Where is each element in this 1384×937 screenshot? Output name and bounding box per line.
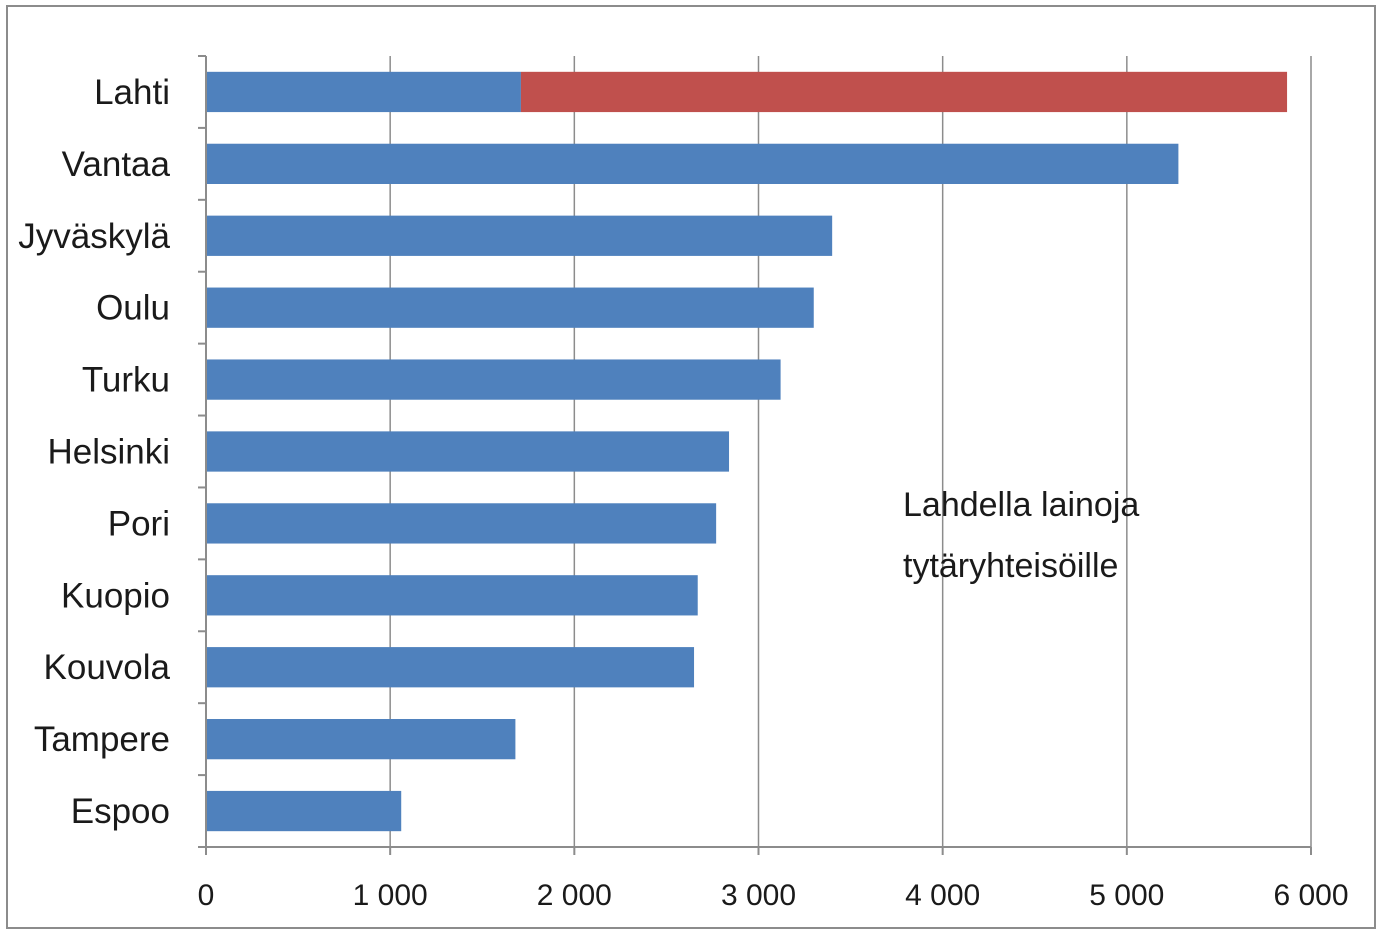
bars xyxy=(206,71,1288,832)
x-tick-label-4000: 4 000 xyxy=(905,879,980,912)
category-label-kouvola: Kouvola xyxy=(44,648,171,687)
category-label-turku: Turku xyxy=(82,361,170,400)
bar-lahti-series-1 xyxy=(206,71,521,113)
bar-jyväskylä-series-1 xyxy=(206,215,833,256)
bar-espoo-series-1 xyxy=(206,790,402,832)
axes xyxy=(198,55,1312,855)
bar-kuopio-series-1 xyxy=(206,575,698,616)
bar-kouvola-series-1 xyxy=(206,647,695,688)
category-label-jyväskylä: Jyväskylä xyxy=(18,217,170,256)
bar-lahti-series-2 xyxy=(520,71,1288,113)
bar-oulu-series-1 xyxy=(206,287,814,328)
bar-tampere-series-1 xyxy=(206,719,516,760)
category-labels: Lahti Vantaa Jyväskylä Oulu Turku Helsinki Por… xyxy=(18,73,170,831)
category-label-helsinki: Helsinki xyxy=(47,433,170,472)
category-label-lahti: Lahti xyxy=(94,73,170,112)
annotation-line-1: Lahdella lainoja xyxy=(903,486,1139,524)
bar-helsinki-series-1 xyxy=(206,431,730,472)
x-tick-label-3000: 3 000 xyxy=(721,879,796,912)
x-tick-labels: 0 1 000 2 000 3 000 4 000 5 000 6 000 xyxy=(198,879,1349,912)
x-tick-label-0: 0 xyxy=(198,879,215,912)
x-tick-label-2000: 2 000 xyxy=(537,879,612,912)
category-label-pori: Pori xyxy=(108,504,170,543)
category-label-kuopio: Kuopio xyxy=(61,576,170,615)
annotation-line-2: tytäryhteisöille xyxy=(903,547,1118,585)
category-label-vantaa: Vantaa xyxy=(62,145,171,184)
category-label-tampere: Tampere xyxy=(34,720,170,759)
x-tick-label-5000: 5 000 xyxy=(1089,879,1164,912)
category-label-oulu: Oulu xyxy=(96,289,170,328)
bar-vantaa-series-1 xyxy=(206,143,1179,184)
x-tick-label-6000: 6 000 xyxy=(1273,879,1348,912)
x-tick-label-1000: 1 000 xyxy=(353,879,428,912)
category-label-espoo: Espoo xyxy=(71,792,170,831)
grid-lines xyxy=(389,56,1312,847)
bar-turku-series-1 xyxy=(206,359,781,400)
bar-pori-series-1 xyxy=(206,503,717,544)
